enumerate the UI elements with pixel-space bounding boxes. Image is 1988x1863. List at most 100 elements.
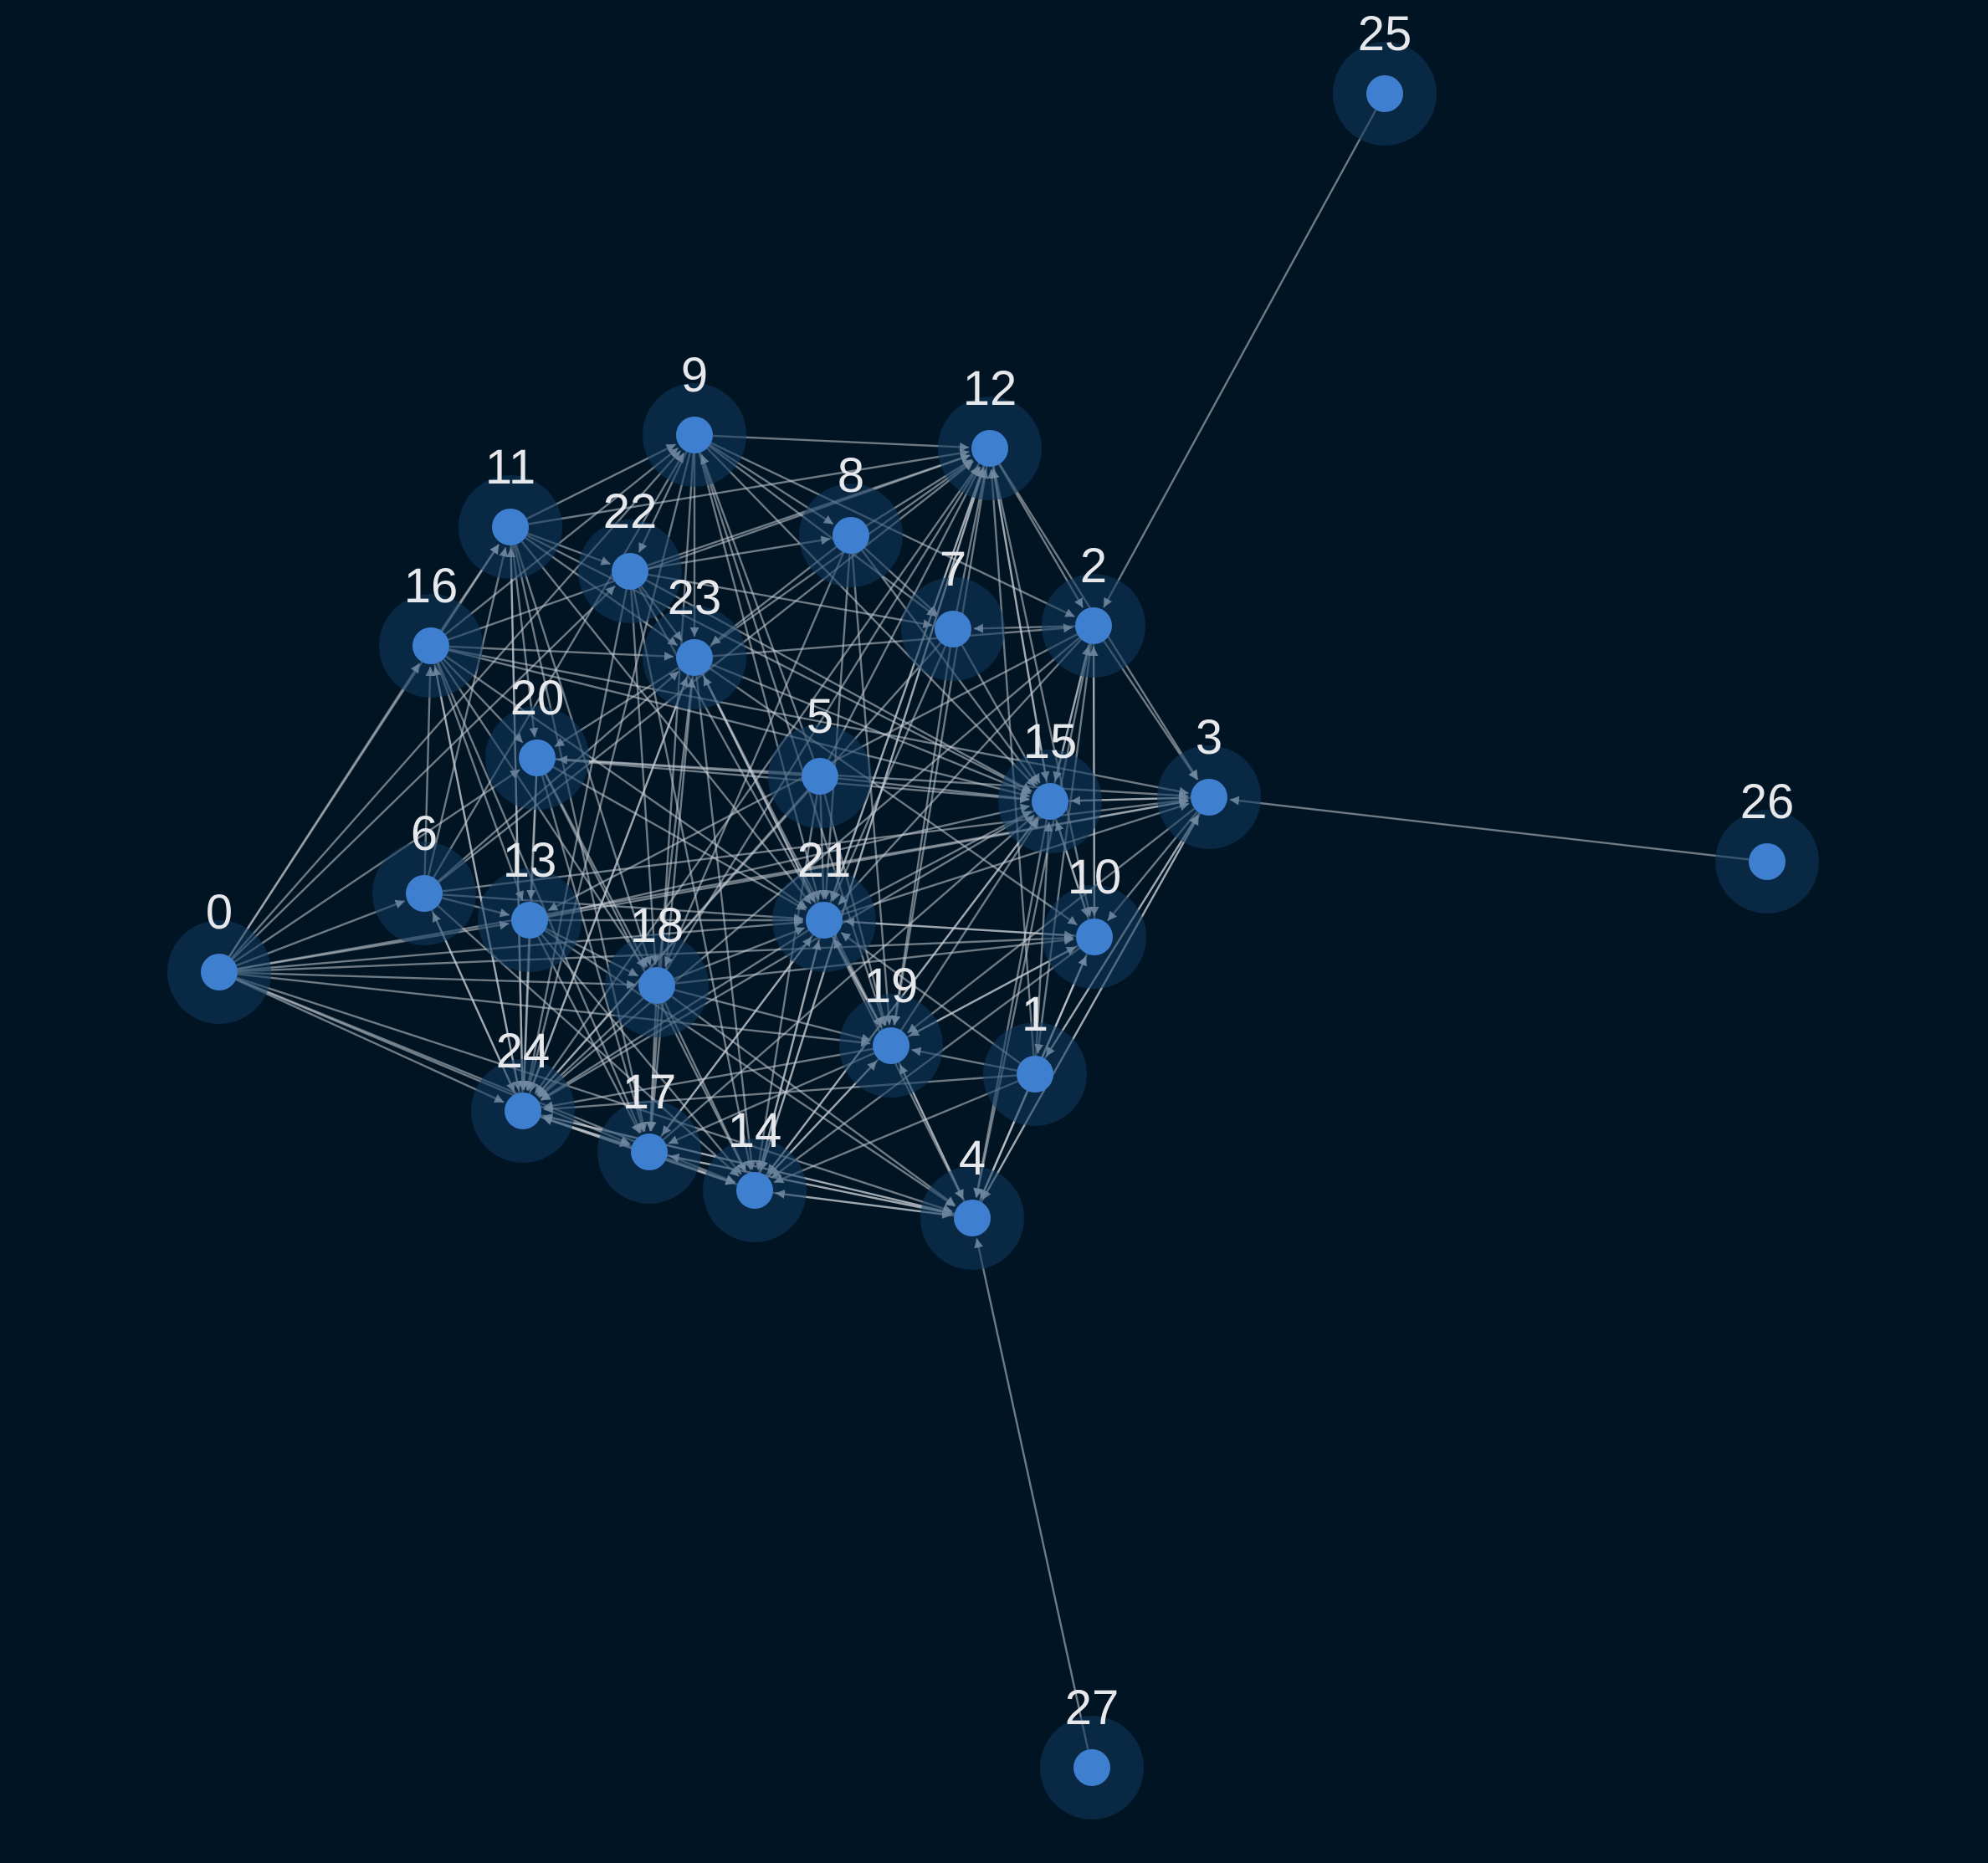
node-20[interactable]: 20: [485, 671, 589, 810]
edge-17-to-21: [659, 936, 812, 1139]
node-10[interactable]: 10: [1043, 850, 1146, 989]
node-label: 24: [496, 1024, 551, 1078]
node-25[interactable]: 25: [1333, 7, 1437, 146]
node-dot[interactable]: [492, 509, 529, 545]
node-17[interactable]: 17: [597, 1065, 701, 1204]
node-label: 27: [1065, 1681, 1120, 1735]
edge-24-to-23: [528, 676, 689, 1094]
node-dot[interactable]: [802, 758, 838, 795]
edge-19-to-17: [668, 1052, 875, 1145]
node-1[interactable]: 1: [983, 987, 1087, 1126]
node-dot[interactable]: [806, 902, 843, 939]
edge-1-to-21: [840, 931, 1021, 1064]
node-dot[interactable]: [833, 517, 869, 554]
node-label: 21: [797, 833, 852, 888]
node-dot[interactable]: [519, 740, 556, 776]
node-dot[interactable]: [1017, 1056, 1053, 1093]
node-11[interactable]: 11: [459, 440, 562, 579]
edge-16-to-13: [436, 663, 524, 901]
node-label: 20: [510, 671, 565, 725]
node-13[interactable]: 13: [478, 833, 582, 972]
node-dot[interactable]: [1032, 783, 1068, 820]
node-dot[interactable]: [676, 417, 713, 453]
node-label: 26: [1740, 775, 1795, 829]
node-dot[interactable]: [612, 553, 648, 590]
edge-21-to-23: [702, 675, 817, 904]
node-18[interactable]: 18: [605, 898, 709, 1037]
node-label: 5: [807, 689, 833, 744]
node-label: 2: [1080, 539, 1107, 593]
node-dot[interactable]: [736, 1172, 773, 1209]
edge-11-to-12: [528, 448, 970, 525]
edge-19-to-15: [899, 818, 1040, 1031]
edge-0-to-4: [236, 976, 953, 1214]
edge-21-to-3: [841, 801, 1190, 916]
edge-8-to-21: [822, 553, 851, 900]
node-dot[interactable]: [873, 1027, 909, 1064]
node-27[interactable]: 27: [1040, 1681, 1144, 1819]
edge-24-to-16: [432, 666, 520, 1093]
node-dot[interactable]: [406, 875, 443, 912]
edge-23-to-2: [712, 623, 1073, 658]
edge-8-to-18: [664, 551, 845, 967]
edge-23-to-17: [647, 675, 694, 1132]
node-0[interactable]: 0: [167, 885, 271, 1024]
node-dot[interactable]: [954, 1200, 991, 1236]
node-label: 9: [681, 348, 708, 402]
edge-7-to-21: [832, 645, 947, 902]
edge-10-to-21: [844, 917, 1077, 937]
node-dot[interactable]: [1366, 75, 1403, 112]
node-dot[interactable]: [1076, 919, 1113, 955]
edge-15-to-4: [973, 819, 1048, 1198]
node-dot[interactable]: [676, 639, 713, 676]
node-8[interactable]: 8: [799, 448, 903, 587]
node-dot[interactable]: [511, 902, 548, 939]
node-layer: 0123456789101112131415161718192021222324…: [167, 7, 1819, 1819]
node-9[interactable]: 9: [643, 348, 746, 487]
node-3[interactable]: 3: [1157, 710, 1261, 849]
node-dot[interactable]: [505, 1093, 541, 1129]
node-7[interactable]: 7: [901, 542, 1005, 681]
node-dot[interactable]: [1075, 607, 1112, 644]
node-5[interactable]: 5: [768, 689, 872, 828]
node-22[interactable]: 22: [578, 484, 682, 623]
edge-18-to-4: [670, 995, 956, 1207]
node-dot[interactable]: [1749, 843, 1786, 880]
node-24[interactable]: 24: [471, 1024, 575, 1163]
node-dot[interactable]: [412, 627, 449, 664]
node-dot[interactable]: [201, 954, 238, 990]
edge-14-to-21: [758, 939, 822, 1173]
edge-6-to-16: [423, 666, 435, 876]
node-12[interactable]: 12: [938, 361, 1042, 500]
edge-4-to-3: [980, 815, 1200, 1203]
edge-0-to-18: [237, 971, 637, 990]
edge-12-to-19: [891, 466, 988, 1026]
edge-0-to-22: [231, 585, 616, 960]
edge-22-to-18: [630, 589, 660, 965]
node-dot[interactable]: [1191, 779, 1227, 816]
edge-19-to-24: [543, 1047, 874, 1111]
node-dot[interactable]: [1073, 1749, 1110, 1786]
node-6[interactable]: 6: [372, 806, 476, 945]
node-label: 3: [1196, 710, 1222, 765]
node-dot[interactable]: [631, 1134, 668, 1170]
node-19[interactable]: 19: [839, 959, 943, 1098]
edge-23-to-15: [710, 663, 1032, 795]
node-23[interactable]: 23: [643, 571, 746, 709]
node-26[interactable]: 26: [1715, 775, 1819, 914]
node-dot[interactable]: [971, 430, 1008, 467]
node-2[interactable]: 2: [1042, 539, 1145, 678]
edge-23-to-14: [695, 675, 756, 1170]
node-dot[interactable]: [935, 611, 971, 647]
node-label: 12: [963, 361, 1017, 416]
node-15[interactable]: 15: [998, 714, 1102, 853]
node-4[interactable]: 4: [920, 1131, 1024, 1270]
node-14[interactable]: 14: [703, 1103, 807, 1242]
node-dot[interactable]: [638, 967, 675, 1004]
edge-27-to-4: [974, 1238, 1089, 1750]
node-16[interactable]: 16: [379, 559, 483, 698]
edge-25-to-2: [1102, 109, 1377, 608]
node-label: 19: [864, 959, 919, 1013]
node-21[interactable]: 21: [772, 833, 876, 972]
node-label: 25: [1358, 7, 1412, 61]
